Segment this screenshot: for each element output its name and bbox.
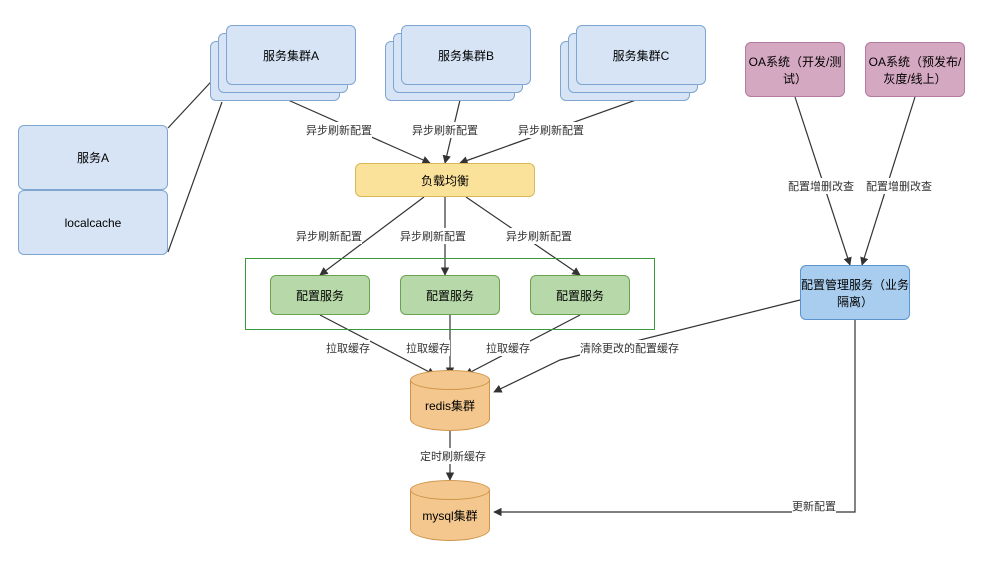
edge-label-pull2: 拉取缓存: [406, 340, 450, 356]
node-cfg1: 配置服务: [270, 275, 370, 315]
edge-15: [168, 102, 222, 252]
cluster-clusterA: 服务集群A: [210, 25, 356, 101]
cylinder-redis: redis集群: [410, 370, 490, 430]
cylinder-label: mysql集群: [422, 507, 477, 524]
node-label: OA系统（开发/测试）: [746, 53, 844, 87]
cylinder-mysql: mysql集群: [410, 480, 490, 540]
edge-label-timedrefresh: 定时刷新缓存: [420, 448, 486, 464]
edge-label-async6: 异步刷新配置: [506, 228, 572, 244]
node-label: 服务集群A: [263, 47, 319, 64]
edge-label-async1: 异步刷新配置: [306, 122, 372, 138]
cluster-clusterB: 服务集群B: [385, 25, 531, 101]
node-oa2: OA系统（预发布/灰度/线上）: [865, 42, 965, 97]
cluster-clusterC: 服务集群C: [560, 25, 706, 101]
node-mgmt: 配置管理服务（业务隔离）: [800, 265, 910, 320]
node-svcA: 服务A: [18, 125, 168, 190]
node-localcache: localcache: [18, 190, 168, 255]
edge-label-async4: 异步刷新配置: [296, 228, 362, 244]
node-label: 负载均衡: [421, 172, 469, 189]
node-label: localcache: [65, 216, 122, 230]
edge-label-cfgcrud1: 配置增删改查: [788, 178, 854, 194]
node-label: 配置服务: [296, 287, 344, 304]
edge-label-async3: 异步刷新配置: [518, 122, 584, 138]
node-label: 配置服务: [556, 287, 604, 304]
node-label: 服务A: [77, 149, 109, 166]
edge-label-updatecfg: 更新配置: [792, 498, 836, 514]
node-lb: 负载均衡: [355, 163, 535, 197]
edge-label-async5: 异步刷新配置: [400, 228, 466, 244]
node-label: 配置管理服务（业务隔离）: [801, 276, 909, 310]
edge-label-cfgcrud2: 配置增删改查: [866, 178, 932, 194]
edge-label-pull1: 拉取缓存: [326, 340, 370, 356]
node-oa1: OA系统（开发/测试）: [745, 42, 845, 97]
node-cfg3: 配置服务: [530, 275, 630, 315]
node-label: 服务集群C: [613, 47, 670, 64]
node-cfg2: 配置服务: [400, 275, 500, 315]
edge-label-async2: 异步刷新配置: [412, 122, 478, 138]
node-label: OA系统（预发布/灰度/线上）: [866, 53, 964, 87]
node-label: 配置服务: [426, 287, 474, 304]
cylinder-label: redis集群: [425, 397, 475, 414]
edge-label-clearcache: 清除更改的配置缓存: [580, 340, 679, 356]
edge-label-pull3: 拉取缓存: [486, 340, 530, 356]
node-label: 服务集群B: [438, 47, 494, 64]
